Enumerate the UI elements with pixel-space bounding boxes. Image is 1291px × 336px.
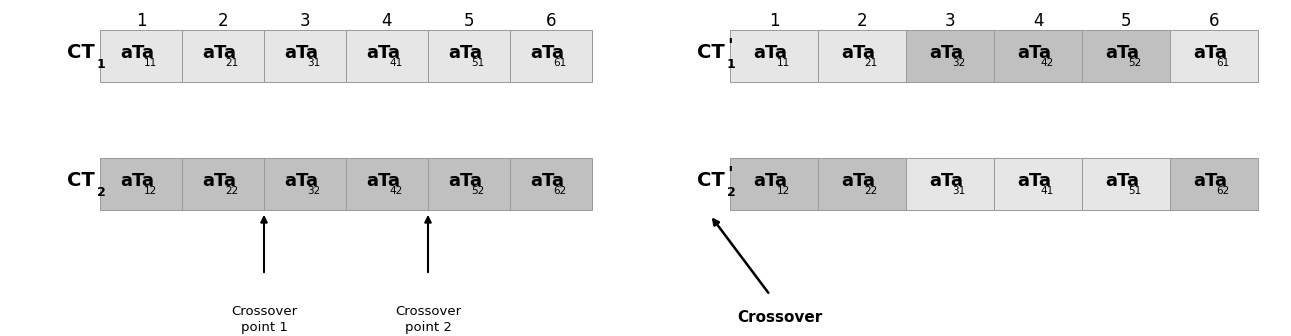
Text: 51: 51	[1128, 186, 1141, 196]
Text: 21: 21	[226, 58, 239, 68]
Text: aTa: aTa	[201, 172, 236, 190]
Text: 32: 32	[307, 186, 320, 196]
Text: aTa: aTa	[1017, 172, 1051, 190]
Text: aTa: aTa	[753, 44, 788, 62]
Text: 22: 22	[865, 186, 878, 196]
Text: 12: 12	[776, 186, 790, 196]
Text: 5: 5	[463, 12, 474, 30]
Text: 11: 11	[143, 58, 156, 68]
Text: aTa: aTa	[120, 172, 154, 190]
FancyBboxPatch shape	[818, 30, 906, 82]
Text: 62: 62	[1216, 186, 1229, 196]
FancyBboxPatch shape	[510, 158, 593, 210]
Text: aTa: aTa	[930, 172, 963, 190]
FancyBboxPatch shape	[263, 30, 346, 82]
FancyBboxPatch shape	[429, 158, 510, 210]
Text: 32: 32	[953, 58, 966, 68]
Text: aTa: aTa	[1193, 44, 1226, 62]
Text: aTa: aTa	[367, 172, 400, 190]
Text: 21: 21	[865, 58, 878, 68]
Text: 22: 22	[226, 186, 239, 196]
Text: 12: 12	[143, 186, 156, 196]
FancyBboxPatch shape	[346, 30, 429, 82]
Text: CT: CT	[67, 171, 96, 191]
FancyBboxPatch shape	[510, 30, 593, 82]
FancyBboxPatch shape	[1170, 158, 1257, 210]
Text: aTa: aTa	[1017, 44, 1051, 62]
Text: 3: 3	[300, 12, 310, 30]
Text: CT: CT	[697, 171, 726, 191]
Text: 5: 5	[1121, 12, 1131, 30]
FancyBboxPatch shape	[99, 30, 182, 82]
Text: aTa: aTa	[284, 44, 318, 62]
Text: 41: 41	[1041, 186, 1053, 196]
Text: aTa: aTa	[753, 172, 788, 190]
Text: aTa: aTa	[1105, 172, 1139, 190]
FancyBboxPatch shape	[263, 158, 346, 210]
FancyBboxPatch shape	[429, 30, 510, 82]
Text: 1: 1	[768, 12, 780, 30]
FancyBboxPatch shape	[994, 30, 1082, 82]
Text: 4: 4	[382, 12, 392, 30]
Text: aTa: aTa	[120, 44, 154, 62]
Text: aTa: aTa	[201, 44, 236, 62]
Text: 61: 61	[554, 58, 567, 68]
FancyBboxPatch shape	[906, 158, 994, 210]
Text: 31: 31	[307, 58, 320, 68]
Text: ': '	[727, 37, 732, 55]
Text: 2: 2	[97, 185, 106, 199]
Text: ': '	[727, 165, 732, 183]
Text: 2: 2	[218, 12, 229, 30]
FancyBboxPatch shape	[906, 30, 994, 82]
Text: aTa: aTa	[531, 44, 564, 62]
FancyBboxPatch shape	[1170, 30, 1257, 82]
FancyBboxPatch shape	[729, 30, 818, 82]
Text: aTa: aTa	[840, 44, 875, 62]
Text: 1: 1	[727, 57, 736, 71]
Text: aTa: aTa	[284, 172, 318, 190]
Text: Crossover
point 2: Crossover point 2	[395, 305, 461, 334]
FancyBboxPatch shape	[99, 158, 182, 210]
Text: 31: 31	[953, 186, 966, 196]
Text: 6: 6	[546, 12, 556, 30]
FancyBboxPatch shape	[1082, 30, 1170, 82]
FancyBboxPatch shape	[182, 158, 263, 210]
Text: aTa: aTa	[840, 172, 875, 190]
Text: aTa: aTa	[531, 172, 564, 190]
FancyBboxPatch shape	[818, 158, 906, 210]
Text: aTa: aTa	[448, 44, 482, 62]
Text: CT: CT	[67, 43, 96, 62]
Text: 2: 2	[857, 12, 868, 30]
Text: aTa: aTa	[1105, 44, 1139, 62]
Text: Crossover
point 1: Crossover point 1	[231, 305, 297, 334]
Text: 4: 4	[1033, 12, 1043, 30]
Text: 52: 52	[1128, 58, 1141, 68]
FancyBboxPatch shape	[729, 158, 818, 210]
Text: 51: 51	[471, 58, 484, 68]
FancyBboxPatch shape	[346, 158, 429, 210]
Text: aTa: aTa	[448, 172, 482, 190]
Text: aTa: aTa	[1193, 172, 1226, 190]
Text: aTa: aTa	[367, 44, 400, 62]
Text: aTa: aTa	[930, 44, 963, 62]
Text: 52: 52	[471, 186, 484, 196]
Text: 42: 42	[1041, 58, 1053, 68]
Text: 1: 1	[97, 57, 106, 71]
Text: Crossover: Crossover	[737, 310, 822, 325]
FancyBboxPatch shape	[994, 158, 1082, 210]
Text: 42: 42	[390, 186, 403, 196]
Text: 3: 3	[945, 12, 955, 30]
Text: 41: 41	[390, 58, 403, 68]
Text: 61: 61	[1216, 58, 1229, 68]
Text: 2: 2	[727, 185, 736, 199]
Text: 62: 62	[554, 186, 567, 196]
Text: 6: 6	[1208, 12, 1219, 30]
Text: CT: CT	[697, 43, 726, 62]
Text: 1: 1	[136, 12, 146, 30]
FancyBboxPatch shape	[182, 30, 263, 82]
FancyBboxPatch shape	[1082, 158, 1170, 210]
Text: 11: 11	[776, 58, 790, 68]
